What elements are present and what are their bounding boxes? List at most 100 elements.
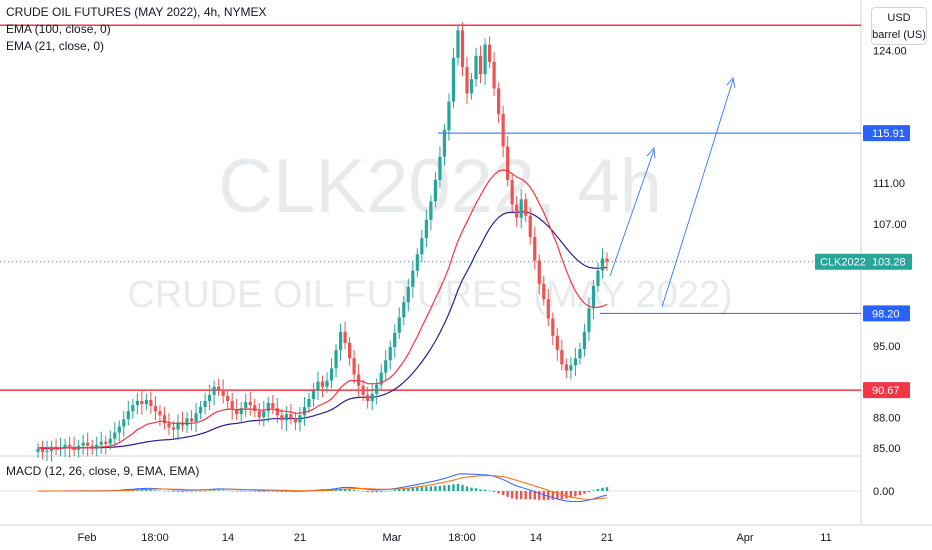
candle-body bbox=[266, 403, 270, 412]
macd-hist-bar bbox=[154, 490, 157, 491]
legend-ema100: EMA (100, close, 0) bbox=[6, 22, 111, 36]
candle-body bbox=[289, 414, 293, 419]
y-tick-label: 95.00 bbox=[873, 341, 901, 353]
macd-hist-bar bbox=[524, 491, 527, 500]
candle-body bbox=[108, 438, 112, 444]
candle-body bbox=[447, 101, 451, 131]
candle-body bbox=[542, 283, 546, 300]
candle-body bbox=[104, 441, 108, 444]
candle-body bbox=[347, 342, 352, 359]
price-axis[interactable]: 124.00 115.91 111.00 107.00 CLK2022 103.28 98.… bbox=[815, 46, 912, 455]
candle-body bbox=[555, 335, 559, 351]
macd-hist-bar bbox=[596, 488, 600, 491]
candle-body bbox=[244, 402, 248, 409]
macd-hist-bar bbox=[185, 491, 189, 492]
candle-body bbox=[415, 254, 419, 271]
candle-body bbox=[533, 237, 537, 261]
candle-body bbox=[375, 384, 379, 394]
macd-hist-bar bbox=[240, 491, 243, 492]
ema100-layer bbox=[37, 211, 608, 449]
macd-hist-bar bbox=[384, 491, 387, 492]
macd-hist-bar bbox=[167, 491, 171, 492]
macd-hist-bar bbox=[556, 491, 559, 500]
candle-body bbox=[438, 156, 442, 181]
candle-body bbox=[366, 394, 370, 401]
y-tick-label: 85.00 bbox=[873, 443, 901, 455]
y-tick-label: 124.00 bbox=[873, 46, 907, 58]
price-tag-98.20 bbox=[863, 305, 910, 322]
macd-hist-bar bbox=[465, 486, 469, 491]
candle-body bbox=[171, 427, 176, 430]
macd-hist-bar bbox=[601, 487, 604, 491]
candle-body bbox=[275, 408, 279, 416]
candle-body bbox=[483, 44, 487, 75]
candle-body bbox=[469, 79, 474, 94]
macd-hist-bar bbox=[190, 491, 193, 492]
macd-line bbox=[37, 473, 608, 503]
macd-hist-bar bbox=[538, 491, 541, 500]
macd-hist-bar bbox=[583, 491, 586, 494]
macd-hist-bar bbox=[574, 491, 577, 497]
candle-body bbox=[384, 360, 388, 373]
macd-hist-bar bbox=[515, 491, 518, 500]
macd-hist-bar bbox=[181, 491, 184, 492]
time-axis[interactable]: Feb 18:00 14 21 Mar 18:00 14 21 Apr 11 bbox=[78, 532, 832, 544]
candle-body bbox=[86, 442, 90, 446]
candle-body bbox=[343, 331, 347, 343]
symbol-tag-label: CLK2022 bbox=[820, 257, 866, 269]
macd-hist-bar bbox=[158, 490, 162, 492]
macd-hist-bar bbox=[370, 491, 374, 493]
macd-hist-bar bbox=[348, 489, 351, 491]
candle-body bbox=[510, 180, 514, 205]
macd-hist-bar bbox=[510, 491, 514, 499]
price-tag-115.91 bbox=[863, 125, 910, 142]
horizontal-levels bbox=[0, 24, 861, 391]
candle-body bbox=[515, 204, 519, 218]
candle-body bbox=[311, 390, 316, 399]
candle-body bbox=[411, 270, 415, 287]
macd-hist-bar bbox=[447, 485, 451, 491]
macd-hist-bar bbox=[407, 488, 410, 491]
candle-body bbox=[99, 441, 103, 445]
candle-body bbox=[113, 432, 117, 439]
candle-body bbox=[402, 302, 406, 318]
candle-body bbox=[451, 57, 456, 102]
candle-body bbox=[149, 399, 153, 407]
candle-body bbox=[54, 446, 58, 449]
macd-hist-bar bbox=[163, 491, 166, 492]
macd-hist-bar bbox=[267, 491, 270, 492]
macd-hist-bar bbox=[452, 484, 455, 491]
macd-hist-bar bbox=[280, 491, 284, 492]
candle-body bbox=[63, 444, 67, 448]
macd-hist-bar bbox=[176, 491, 180, 492]
candle-body bbox=[528, 215, 532, 238]
currency-unit-selector[interactable]: USD barrel (US) bbox=[871, 7, 927, 45]
candle-body bbox=[212, 386, 216, 395]
candle-body bbox=[388, 347, 392, 361]
price-tag-label: 98.20 bbox=[872, 308, 900, 320]
candle-body bbox=[393, 332, 397, 348]
chart-title: CRUDE OIL FUTURES (MAY 2022), 4h, NYMEX bbox=[6, 5, 267, 19]
candle-body bbox=[40, 448, 45, 452]
macd-hist-bar bbox=[479, 489, 482, 491]
candle-body bbox=[257, 411, 261, 418]
candle-body bbox=[203, 400, 207, 408]
macd-hist-bar bbox=[425, 486, 428, 491]
macd-hist-bar bbox=[605, 487, 609, 491]
macd-hist-bar bbox=[208, 490, 211, 492]
macd-hist-bar bbox=[375, 491, 378, 493]
candle-body bbox=[158, 411, 162, 416]
macd-hist-bar bbox=[542, 491, 545, 500]
candle-body bbox=[591, 285, 596, 309]
candle-body bbox=[95, 444, 99, 449]
candle-body bbox=[519, 199, 523, 218]
candle-body bbox=[198, 407, 203, 414]
candle-body bbox=[144, 399, 148, 405]
macd-hist-bar bbox=[461, 484, 464, 491]
macd-hist-bar bbox=[488, 490, 491, 492]
macd-zero-label: 0.00 bbox=[873, 486, 894, 498]
candle-body bbox=[68, 444, 72, 447]
macd-hist-bar bbox=[519, 491, 523, 500]
candle-body bbox=[492, 61, 496, 89]
